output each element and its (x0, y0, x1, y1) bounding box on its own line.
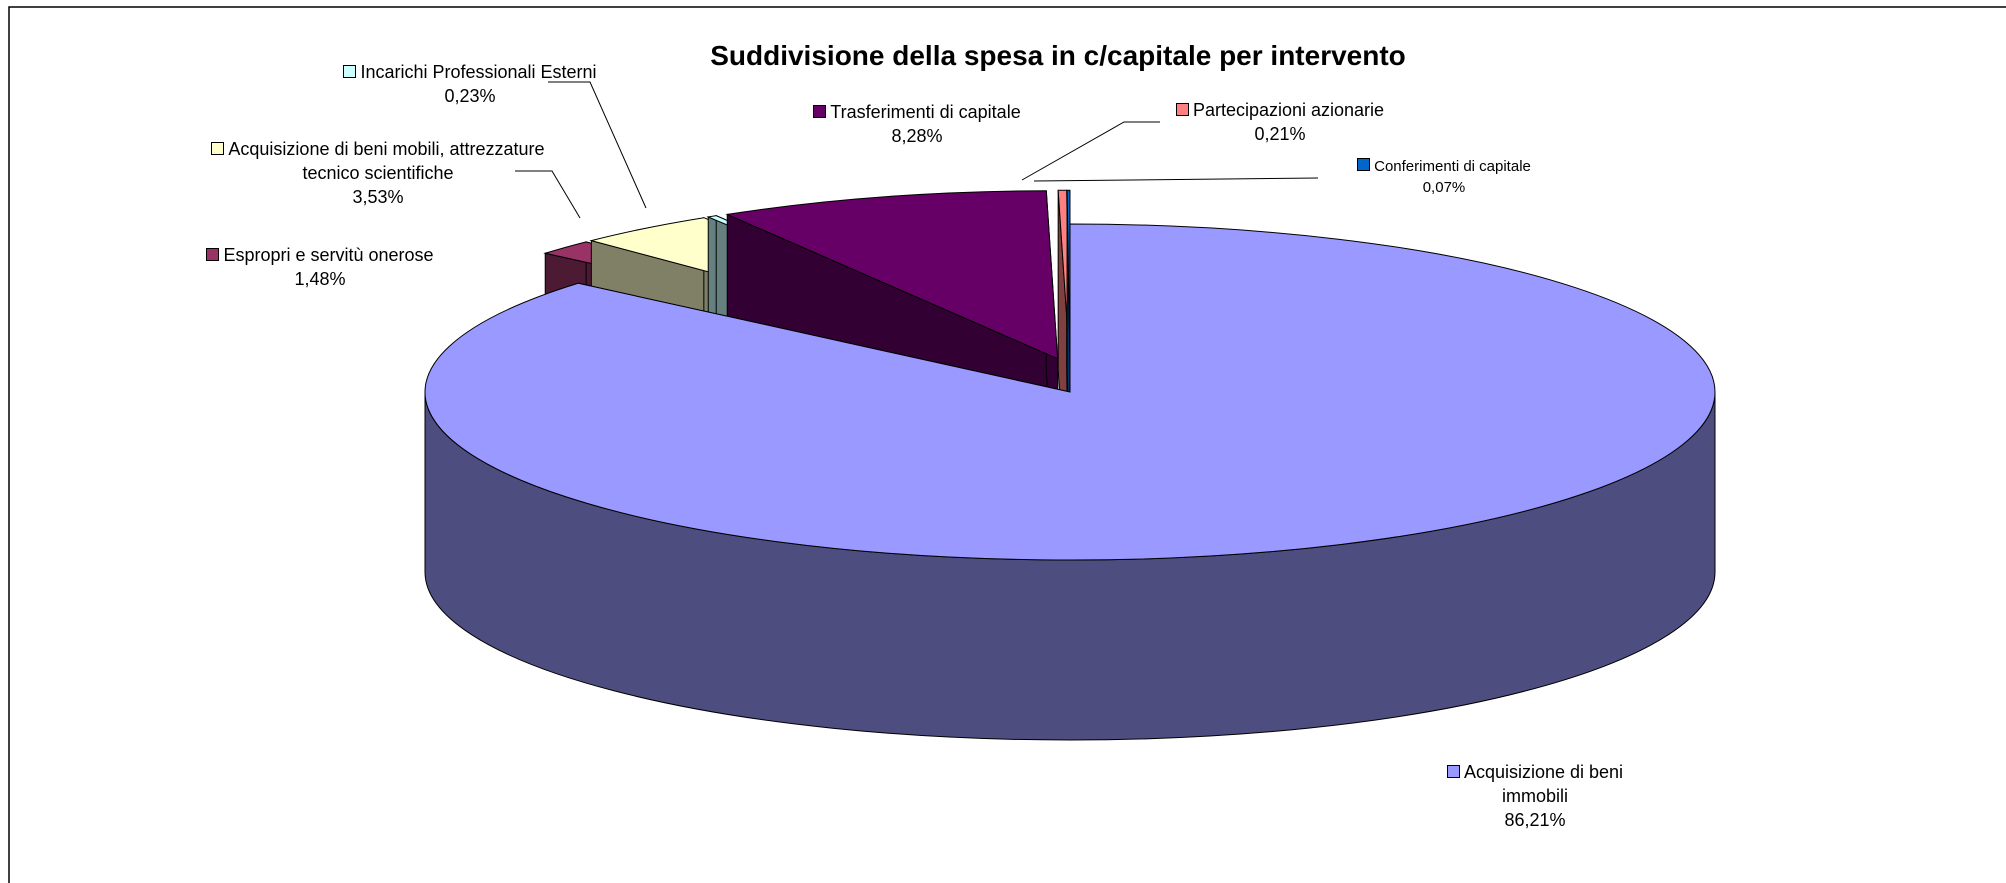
slice (725, 190, 1059, 360)
category-label: Trasferimenti di capitale (830, 102, 1021, 122)
data-label: Trasferimenti di capitale 8,28% (767, 100, 1067, 148)
legend-swatch (343, 65, 357, 78)
leader-line (515, 170, 581, 219)
data-label: Acquisizione di beni immobili 86,21% (1415, 760, 1655, 832)
category-label: Partecipazioni azionarie (1192, 100, 1385, 120)
value-label: 86,21% (1504, 810, 1566, 830)
leader-line (1021, 121, 1160, 181)
category-label: Acquisizione di beni mobili, attrezzatur… (228, 139, 545, 183)
value-label: 0,07% (1422, 179, 1466, 196)
legend-swatch (813, 105, 827, 118)
category-label: Acquisizione di beni immobili (1463, 762, 1624, 806)
value-label: 3,53% (352, 187, 404, 207)
leader-lines (515, 81, 1319, 219)
legend-swatch (206, 248, 220, 261)
data-label: Conferimenti di capitale 0,07% (1314, 156, 1574, 198)
legend-swatch (1357, 158, 1371, 171)
pie (424, 189, 1716, 741)
chart-border (8, 6, 2006, 883)
category-label: Espropri e servitù onerose (223, 245, 434, 265)
slice (1066, 189, 1071, 359)
data-label: Acquisizione di beni mobili, attrezzatur… (198, 137, 558, 209)
category-label: Conferimenti di capitale (1374, 158, 1531, 175)
legend-swatch (1175, 103, 1189, 116)
data-label: Incarichi Professionali Esterni 0,23% (290, 60, 650, 108)
chart-title: Suddivisione della spesa in c/capitale p… (710, 40, 1406, 71)
value-label: 0,23% (444, 86, 496, 106)
value-label: 8,28% (891, 126, 943, 146)
data-label: Partecipazioni azionarie 0,21% (1130, 98, 1430, 146)
category-label: Incarichi Professionali Esterni (360, 62, 597, 82)
value-label: 1,48% (294, 269, 346, 289)
legend-swatch (1446, 765, 1460, 778)
value-label: 0,21% (1254, 124, 1306, 144)
slice (424, 223, 1716, 561)
data-label: Espropri e servitù onerose 1,48% (190, 243, 450, 291)
leader-line (548, 81, 647, 209)
leader-line (1033, 177, 1319, 182)
legend-swatch (211, 142, 225, 155)
